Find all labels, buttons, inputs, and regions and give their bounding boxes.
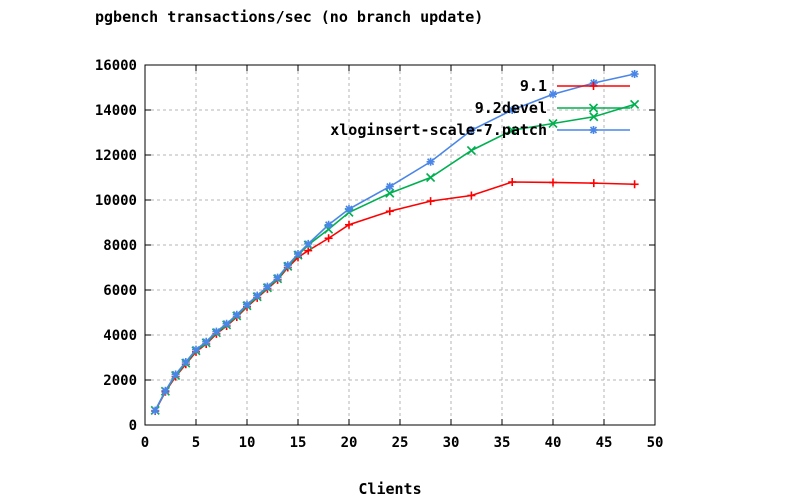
y-tick-label: 10000	[95, 193, 137, 209]
y-tick-label: 4000	[103, 328, 137, 344]
x-tick-label: 40	[545, 435, 562, 451]
x-axis-label: Clients	[358, 480, 421, 498]
y-tick-label: 8000	[103, 238, 137, 254]
x-tick-label: 0	[141, 435, 149, 451]
y-tick-label: 16000	[95, 58, 137, 74]
legend-entry-9.1: 9.1	[520, 77, 630, 95]
y-tick-label: 0	[129, 418, 137, 434]
grid-layer	[145, 65, 655, 425]
legend-label: 9.2devel	[475, 99, 547, 117]
series-9.2devel	[150, 99, 640, 415]
x-tick-label: 10	[239, 435, 256, 451]
x-tick-label: 25	[392, 435, 409, 451]
x-tick-label: 35	[494, 435, 511, 451]
x-tick-label: 45	[596, 435, 613, 451]
y-tick-label: 14000	[95, 103, 137, 119]
y-tick-label: 6000	[103, 283, 137, 299]
chart-title: pgbench transactions/sec (no branch upda…	[95, 8, 483, 26]
series-layer	[150, 70, 640, 416]
plot-frame: 0 5 10 15 20 25 30 35 40 45 50 0 2000 4000 6000 8000 100…	[95, 58, 664, 451]
legend-label: 9.1	[520, 77, 547, 95]
x-tick-label: 15	[290, 435, 307, 451]
legend-entry-9.2devel: 9.2devel	[475, 99, 630, 117]
y-tick-label: 2000	[103, 373, 137, 389]
x-tick-label: 5	[192, 435, 200, 451]
legend-label: xloginsert-scale-7.patch	[330, 121, 547, 139]
y-tick-label: 12000	[95, 148, 137, 164]
x-tick-label: 50	[647, 435, 664, 451]
legend: 9.1 9.2devel xloginsert-scale-7.patch	[330, 77, 630, 139]
x-tick-label: 20	[341, 435, 358, 451]
x-tick-label: 30	[443, 435, 460, 451]
legend-entry-xloginsert-scale-7.patch: xloginsert-scale-7.patch	[330, 121, 630, 139]
series-xloginsert-scale-7.patch	[151, 70, 639, 415]
series-9.1	[151, 178, 639, 416]
